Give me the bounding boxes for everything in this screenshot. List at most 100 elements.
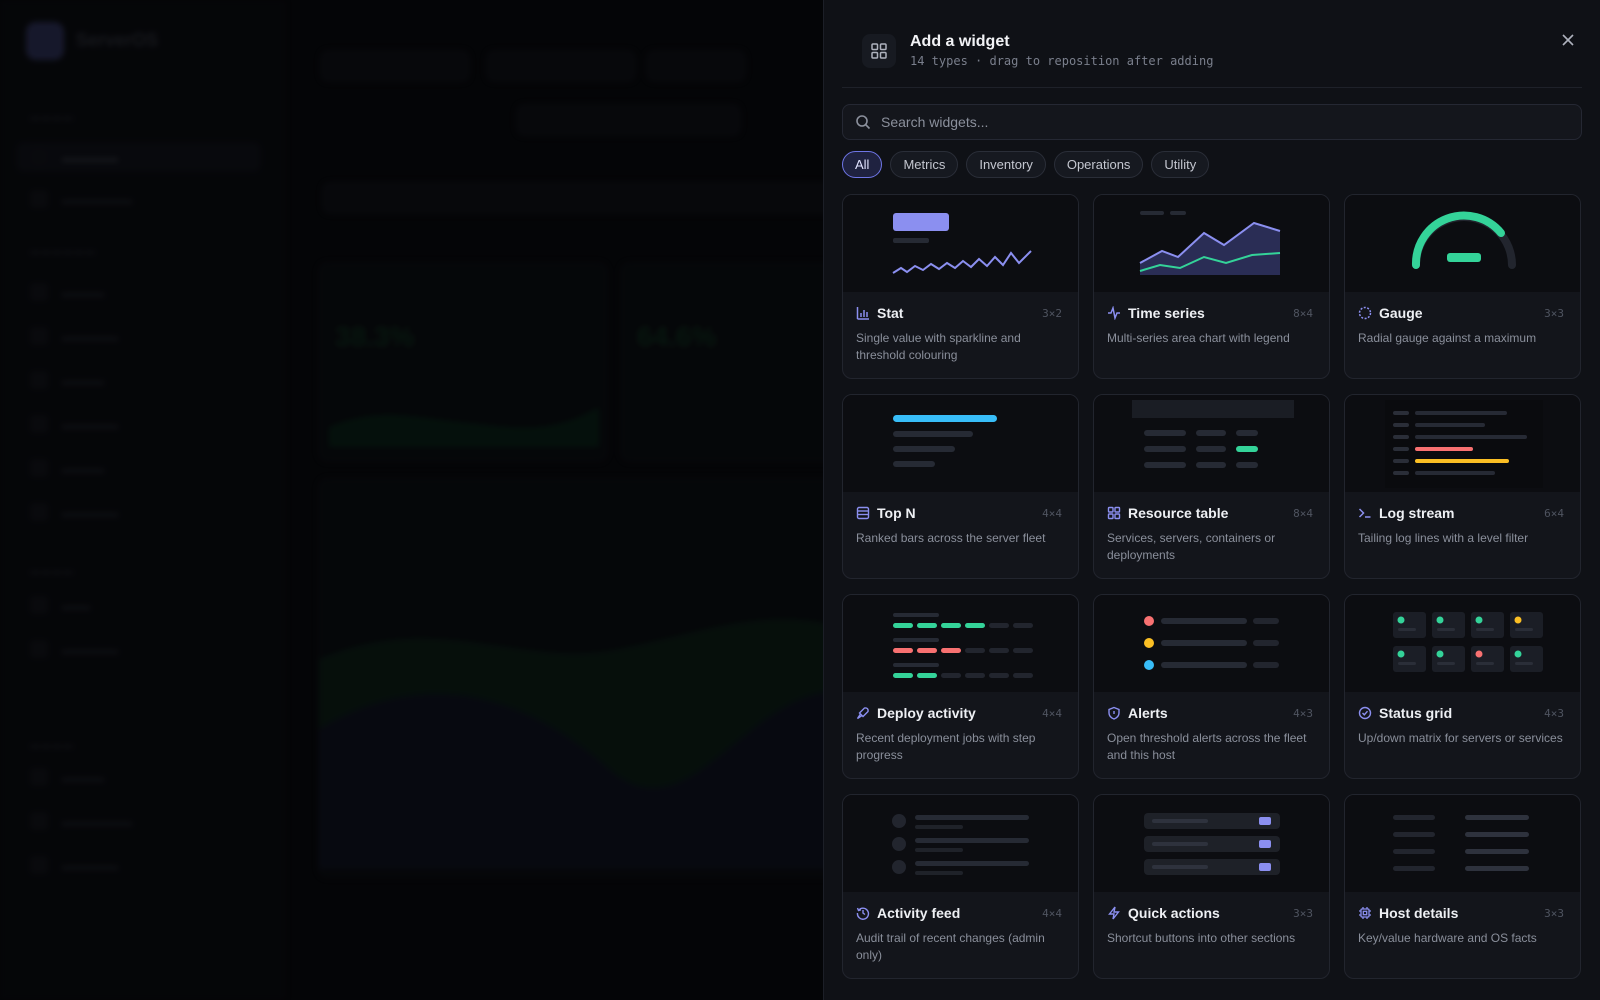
widget-title-text: Quick actions: [1128, 905, 1220, 921]
widget-preview: [1345, 195, 1580, 292]
widget-preview: [1094, 795, 1329, 892]
widget-title-text: Time series: [1128, 305, 1205, 321]
bg-toolbar: [516, 104, 741, 136]
widget-card-resource-table[interactable]: Resource table 8×4 Services, servers, co…: [1093, 394, 1330, 579]
bg-value: 64.6%: [637, 321, 717, 352]
widget-card-top-n[interactable]: Top N 4×4 Ranked bars across the server …: [842, 394, 1079, 579]
widget-preview: [1345, 795, 1580, 892]
widget-size: 8×4: [1293, 507, 1313, 520]
widget-preview: [843, 395, 1078, 492]
widget-title-text: Deploy activity: [877, 705, 976, 721]
list-icon: [856, 506, 870, 520]
filter-chip-all[interactable]: All: [842, 151, 883, 178]
widget-title: Quick actions: [1107, 905, 1220, 921]
filter-chips: All Metrics Inventory Operations Utility: [842, 151, 1210, 178]
widget-title: Deploy activity: [856, 705, 976, 721]
bg-logo: [26, 22, 64, 60]
widget-preview: [1345, 595, 1580, 692]
widget-card-status-grid[interactable]: Status grid 4×3 Up/down matrix for serve…: [1344, 594, 1581, 779]
widget-card-deploy-activity[interactable]: Deploy activity 4×4 Recent deployment jo…: [842, 594, 1079, 779]
widget-card-activity-feed[interactable]: Activity feed 4×4 Audit trail of recent …: [842, 794, 1079, 979]
widget-title-text: Status grid: [1379, 705, 1453, 721]
widget-preview: [1345, 395, 1580, 492]
bg-sidebar: ServerOS ▬▬▬▬ ▬▬▬▬ ▬▬▬▬▬ ▬▬▬▬▬▬ ▬▬▬ ▬▬▬▬…: [0, 0, 285, 1000]
widget-description: Recent deployment jobs with step progres…: [856, 731, 1036, 762]
bg-section-label: ▬▬▬▬: [30, 566, 74, 577]
widget-description: Ranked bars across the server fleet: [856, 531, 1046, 545]
close-button[interactable]: [1556, 28, 1580, 52]
terminal-icon: [1358, 506, 1372, 520]
bg-value: 38.3%: [335, 321, 415, 352]
bg-sparkline: [329, 407, 599, 447]
widget-title-text: Log stream: [1379, 505, 1455, 521]
close-icon: [1562, 34, 1574, 46]
history-icon: [856, 906, 870, 920]
bar-chart-icon: [856, 306, 870, 320]
widget-preview: [843, 795, 1078, 892]
widget-description: Audit trail of recent changes (admin onl…: [856, 931, 1045, 962]
bg-section-label: ▬▬▬▬: [30, 112, 74, 123]
grid-icon: [862, 34, 896, 68]
widget-title: Gauge: [1358, 305, 1423, 321]
bg-section-label: ▬▬▬▬▬▬: [30, 246, 96, 257]
bg-nav-item: ▬▬▬▬▬: [30, 190, 132, 208]
widget-description: Key/value hardware and OS facts: [1358, 931, 1537, 945]
widget-card-log-stream[interactable]: Log stream 6×4 Tailing log lines with a …: [1344, 394, 1581, 579]
widget-size: 3×3: [1544, 307, 1564, 320]
widget-title-text: Host details: [1379, 905, 1459, 921]
widget-size: 4×4: [1042, 507, 1062, 520]
widget-description: Multi-series area chart with legend: [1107, 331, 1290, 345]
widget-size: 6×4: [1544, 507, 1564, 520]
bg-nav-item: ▬▬▬▬: [16, 142, 261, 172]
widget-preview: [843, 595, 1078, 692]
widget-size: 3×2: [1042, 307, 1062, 320]
filter-chip-metrics[interactable]: Metrics: [890, 151, 959, 178]
bg-brand: ServerOS: [76, 30, 159, 50]
bg-nav-item: ▬▬▬: [30, 371, 104, 389]
bg-section-label: ▬▬▬▬: [30, 740, 74, 751]
widget-title-text: Stat: [877, 305, 904, 321]
add-widget-drawer: Add a widget 14 types · drag to repositi…: [823, 0, 1600, 1000]
widget-size: 4×3: [1544, 707, 1564, 720]
grid-icon: [1107, 506, 1121, 520]
widget-description: Tailing log lines with a level filter: [1358, 531, 1529, 545]
bg-card: 38.3%: [318, 262, 608, 462]
bg-nav-item: ▬▬▬▬▬: [30, 812, 132, 830]
widget-title: Alerts: [1107, 705, 1168, 721]
widget-card-time-series[interactable]: Time series 8×4 Multi-series area chart …: [1093, 194, 1330, 379]
widget-preview: [1094, 595, 1329, 692]
search-box: [842, 104, 1582, 140]
widget-title: Time series: [1107, 305, 1205, 321]
bg-nav-item: ▬▬▬▬: [30, 415, 118, 433]
widget-card-alerts[interactable]: Alerts 4×3 Open threshold alerts across …: [1093, 594, 1330, 779]
bg-nav-item: ▬▬▬: [30, 768, 104, 786]
bg-nav-item: ▬▬▬: [30, 459, 104, 477]
filter-chip-utility[interactable]: Utility: [1151, 151, 1210, 178]
check-circle-icon: [1358, 706, 1372, 720]
bg-area-chart: [319, 619, 879, 869]
widget-title: Host details: [1358, 905, 1458, 921]
bg-nav-item: ▬▬: [30, 596, 90, 614]
bg-tab: [646, 50, 746, 82]
widget-card-quick-actions[interactable]: Quick actions 3×3 Shortcut buttons into …: [1093, 794, 1330, 979]
widget-size: 3×3: [1544, 907, 1564, 920]
bg-chart-card: [318, 478, 879, 878]
widget-preview: [1094, 395, 1329, 492]
drawer-header: Add a widget 14 types · drag to repositi…: [842, 24, 1582, 88]
bg-nav-item: ▬▬▬▬: [30, 327, 118, 345]
filter-chip-operations[interactable]: Operations: [1053, 151, 1144, 178]
widget-title: Resource table: [1107, 505, 1228, 521]
bg-banner: [322, 182, 842, 214]
search-input[interactable]: [881, 105, 1561, 139]
widget-card-stat[interactable]: Stat 3×2 Single value with sparkline and…: [842, 194, 1079, 379]
widget-description: Open threshold alerts across the fleet a…: [1107, 731, 1307, 762]
widget-description: Radial gauge against a maximum: [1358, 331, 1537, 345]
bg-nav-item: ▬▬▬▬: [30, 856, 118, 874]
bg-tab: [320, 50, 470, 82]
widget-card-gauge[interactable]: Gauge 3×3 Radial gauge against a maximum: [1344, 194, 1581, 379]
filter-chip-inventory[interactable]: Inventory: [966, 151, 1046, 178]
gauge-icon: [1358, 306, 1372, 320]
widget-card-host-details[interactable]: Host details 3×3 Key/value hardware and …: [1344, 794, 1581, 979]
widget-description: Single value with sparkline and threshol…: [856, 331, 1021, 362]
widget-size: 8×4: [1293, 307, 1313, 320]
